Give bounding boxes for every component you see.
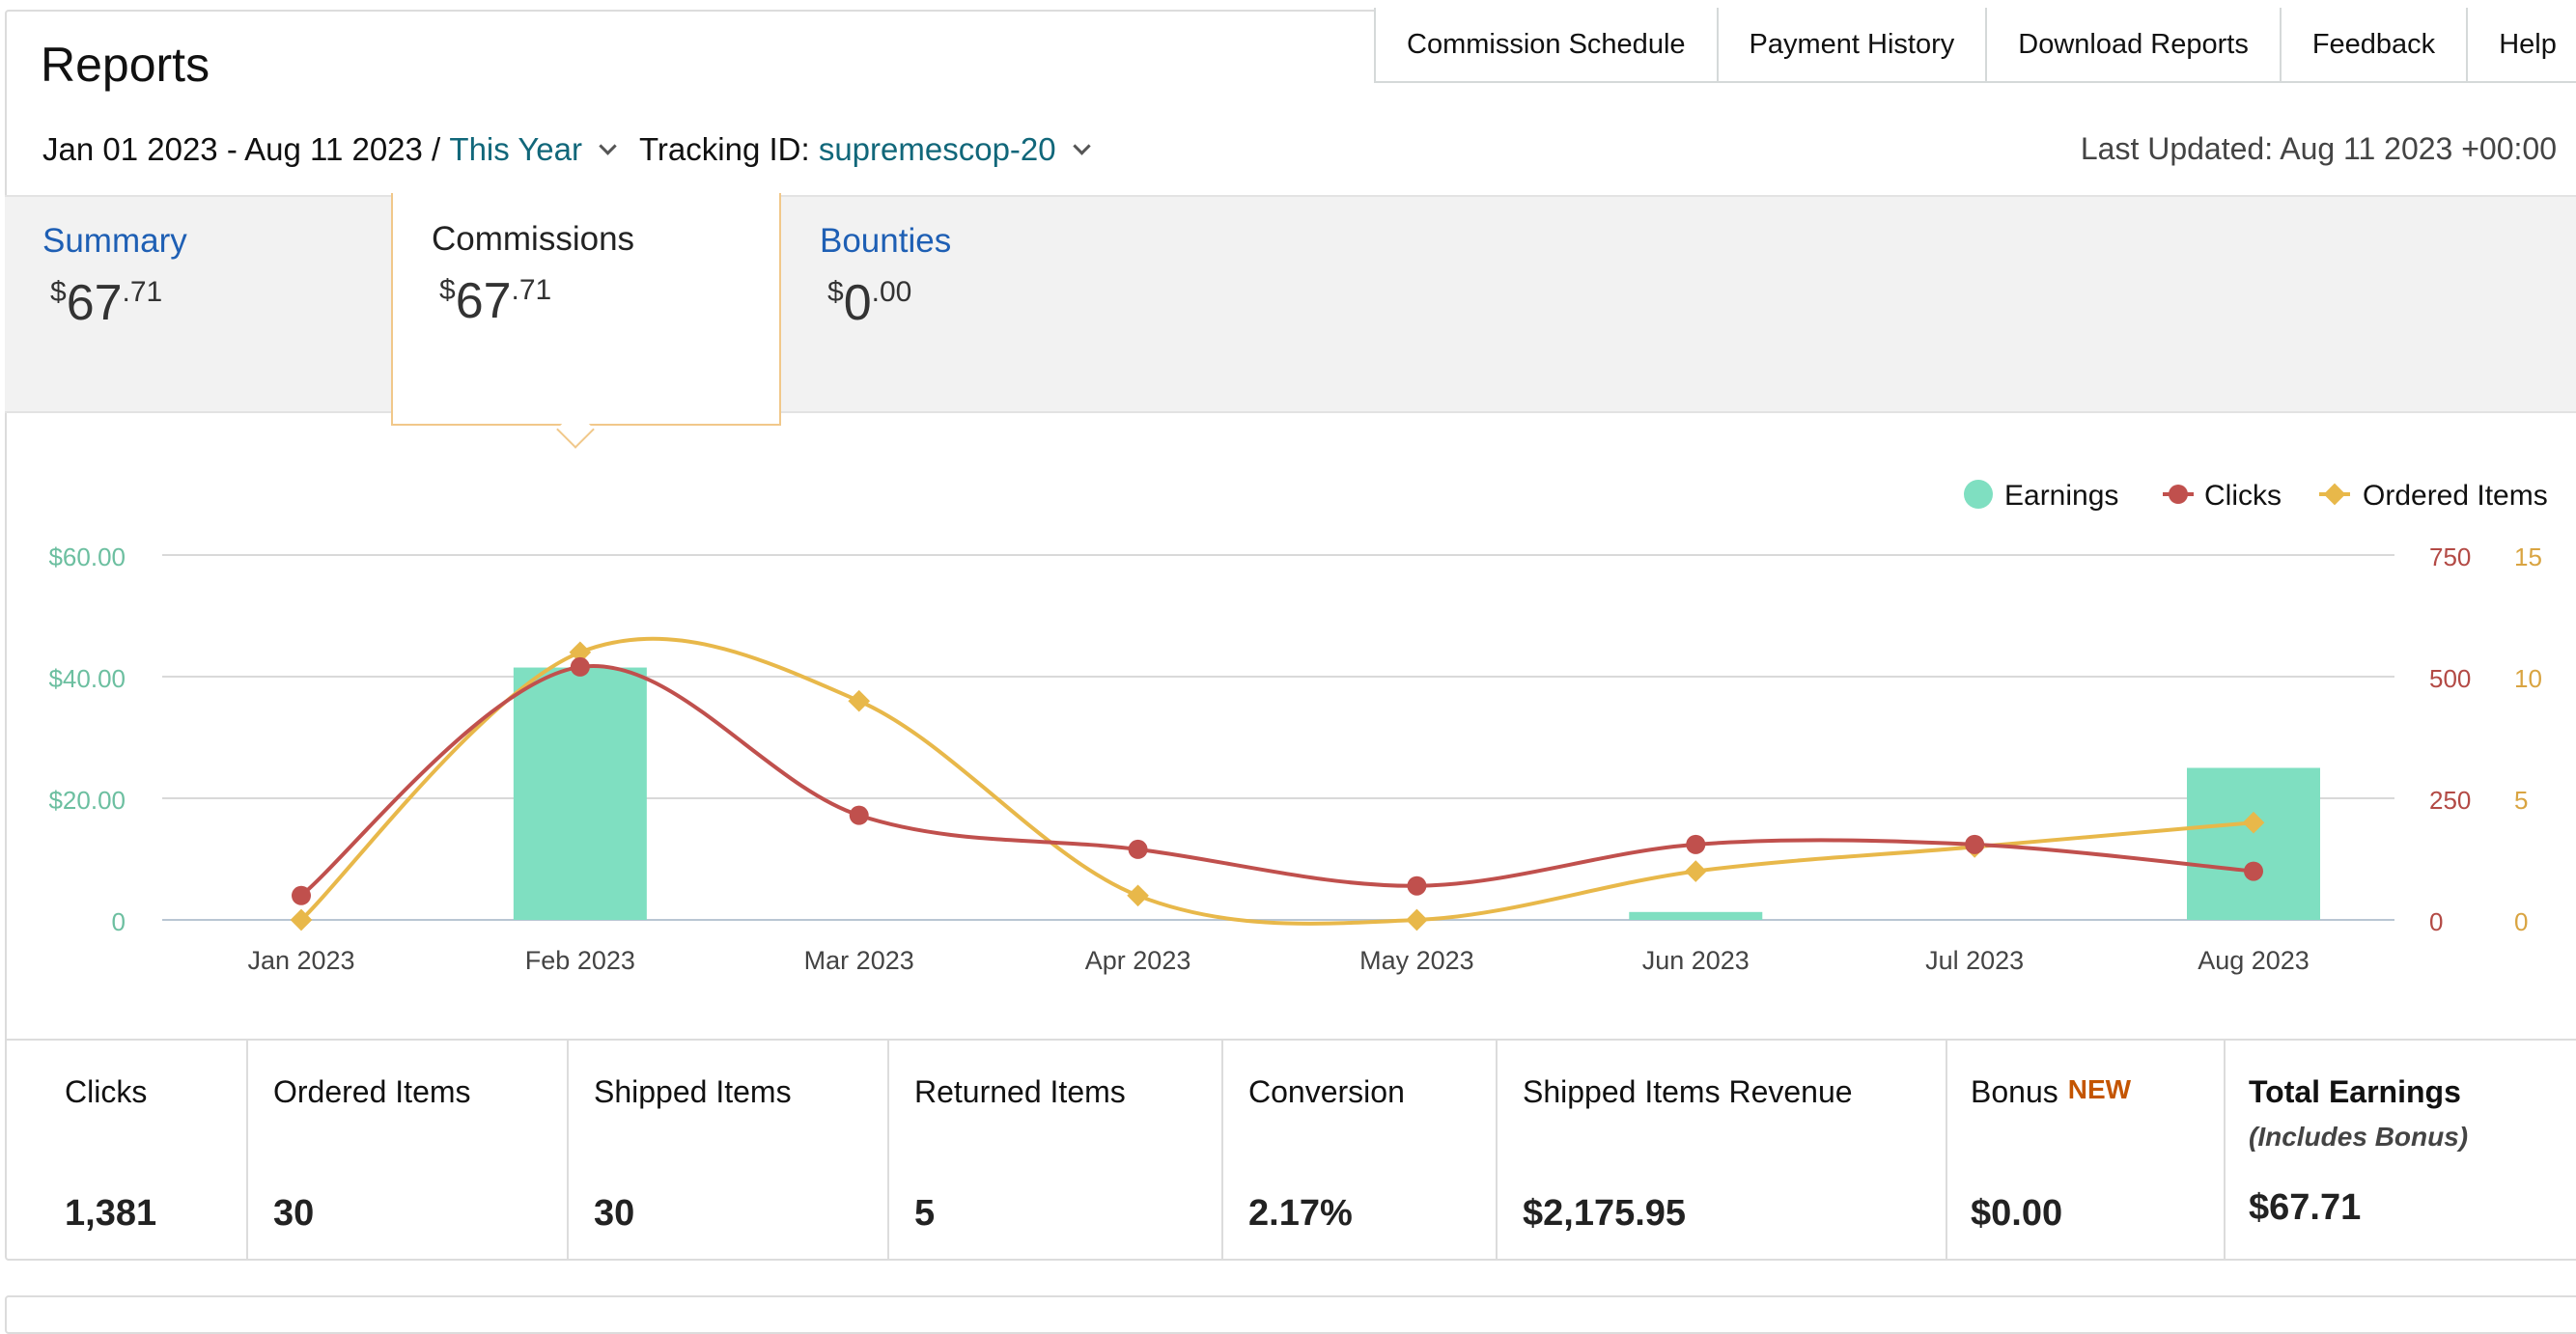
x-tick-label: Jan 2023 <box>247 946 354 975</box>
stat-label: Clicks <box>65 1074 148 1109</box>
stat-value: 30 <box>594 1193 635 1234</box>
y-right-ordered-tick-label: 10 <box>2514 664 2542 693</box>
tab-commissions-inner: Commissions $67.71 <box>432 220 634 330</box>
filters-row: Jan 01 2023 - Aug 11 2023 / This Year Tr… <box>42 131 1113 168</box>
clicks-point <box>1686 834 1706 854</box>
stat-value: $2,175.95 <box>1523 1193 1687 1234</box>
last-updated: Last Updated: Aug 11 2023 +00:00 <box>2080 131 2557 166</box>
clicks-line <box>299 663 2254 898</box>
earnings-bar <box>513 667 647 920</box>
stat-shipped-revenue: Shipped Items Revenue $2,175.95 <box>1498 1041 1947 1261</box>
legend-clicks-swatch <box>2169 485 2188 504</box>
help-button[interactable]: Help <box>2499 28 2557 60</box>
stat-value: $0.00 <box>1971 1193 2063 1234</box>
period-dropdown[interactable]: This Year <box>449 131 582 167</box>
stat-value: 5 <box>914 1193 936 1234</box>
stat-value: $67.71 <box>2249 1187 2362 1228</box>
legend-ordered-swatch <box>2323 483 2346 506</box>
stat-shipped-items: Shipped Items 30 <box>569 1041 889 1261</box>
stat-conversion: Conversion 2.17% <box>1223 1041 1498 1261</box>
clicks-point <box>2244 861 2263 881</box>
earnings-bar <box>2187 767 2320 920</box>
tracking-label: Tracking ID: <box>639 131 810 167</box>
y-left-tick-label: $40.00 <box>48 664 126 693</box>
stat-label: Ordered Items <box>273 1074 471 1109</box>
next-panel-edge <box>5 1295 2576 1334</box>
earnings-bar <box>1629 911 1763 920</box>
ordered-items-point <box>1684 860 1707 882</box>
stat-label: Total Earnings (Includes Bonus) <box>2249 1074 2469 1152</box>
clicks-point <box>570 656 590 677</box>
tab-bounties-label: Bounties <box>820 222 952 260</box>
tab-commissions[interactable]: Commissions $67.71 <box>391 193 781 426</box>
stat-sublabel: (Includes Bonus) <box>2249 1122 2469 1152</box>
clicks-point <box>292 885 311 905</box>
clicks-point <box>1965 834 1985 854</box>
stat-label: Conversion <box>1248 1074 1405 1109</box>
x-tick-label: Apr 2023 <box>1085 946 1191 975</box>
x-tick-label: Jun 2023 <box>1642 946 1750 975</box>
x-tick-label: Aug 2023 <box>2198 946 2310 975</box>
commissions-amount: $67.71 <box>439 273 552 329</box>
stat-returned-items: Returned Items 5 <box>889 1041 1223 1261</box>
legend-earnings-swatch <box>1964 480 1993 509</box>
y-left-tick-label: $60.00 <box>48 542 126 571</box>
stat-bonus: Bonus NEW $0.00 <box>1947 1041 2226 1261</box>
x-tick-label: Mar 2023 <box>804 946 914 975</box>
x-tick-label: May 2023 <box>1359 946 1474 975</box>
tracking-id-dropdown[interactable]: supremescop-20 <box>818 131 1056 167</box>
stat-ordered-items: Ordered Items 30 <box>248 1041 569 1261</box>
y-left-tick-label: 0 <box>112 907 126 936</box>
new-badge: NEW <box>2067 1074 2132 1104</box>
download-reports-button[interactable]: Download Reports <box>1987 8 2282 81</box>
payment-history-button[interactable]: Payment History <box>1719 8 1988 81</box>
ordered-items-point <box>1127 884 1149 907</box>
x-tick-label: Jul 2023 <box>1925 946 2024 975</box>
y-right-clicks-tick-label: 500 <box>2429 664 2471 693</box>
tab-bounties[interactable]: Bounties $0.00 <box>820 222 951 332</box>
earnings-chart: 0 0 0 $20.00 250 5 $40.00 500 10 $60.00 750 15 Jan 2… <box>48 480 2548 975</box>
y-right-clicks-tick-label: 750 <box>2429 542 2471 571</box>
chevron-down-icon[interactable] <box>599 136 617 155</box>
stat-label: Bonus NEW <box>1971 1074 2132 1109</box>
stat-value: 2.17% <box>1248 1193 1353 1234</box>
stat-total-earnings: Total Earnings (Includes Bonus) $67.71 <box>2226 1041 2576 1261</box>
legend-clicks-label: Clicks <box>2204 480 2282 512</box>
feedback-button[interactable]: Feedback <box>2282 8 2469 81</box>
tab-summary[interactable]: Summary $67.71 <box>42 222 187 332</box>
stat-value: 30 <box>273 1193 315 1234</box>
stats-row: Clicks 1,381 Ordered Items 30 Shipped It… <box>5 1039 2576 1261</box>
stat-label: Returned Items <box>914 1074 1126 1109</box>
x-tick-label: Feb 2023 <box>525 946 635 975</box>
y-right-ordered-tick-label: 5 <box>2514 786 2528 815</box>
clicks-point <box>849 805 869 825</box>
stat-label: Shipped Items Revenue <box>1523 1074 1853 1109</box>
ordered-items-point <box>290 908 313 931</box>
clicks-point <box>1128 839 1148 859</box>
ordered-items-point <box>1406 908 1428 931</box>
legend-earnings-label: Earnings <box>2004 480 2118 512</box>
y-right-clicks-tick-label: 250 <box>2429 786 2471 815</box>
chevron-down-icon[interactable] <box>1072 136 1091 155</box>
clicks-point <box>1407 875 1427 896</box>
ordered-items-point <box>848 689 871 712</box>
page-title: Reports <box>41 38 210 92</box>
ordered-items-point <box>2242 811 2265 834</box>
date-range: Jan 01 2023 - Aug 11 2023 / <box>42 131 441 167</box>
commission-schedule-button[interactable]: Commission Schedule <box>1376 8 1719 81</box>
tab-commissions-label: Commissions <box>432 220 635 258</box>
y-left-tick-label: $20.00 <box>48 786 126 815</box>
stat-value: 1,381 <box>65 1193 157 1234</box>
y-right-ordered-tick-label: 15 <box>2514 542 2542 571</box>
bounties-amount: $0.00 <box>827 275 912 331</box>
top-nav: Commission Schedule Payment History Down… <box>1374 8 2576 83</box>
tab-summary-label: Summary <box>42 222 187 260</box>
y-right-clicks-tick-label: 0 <box>2429 907 2443 936</box>
legend-ordered-label: Ordered Items <box>2363 480 2548 512</box>
stat-clicks: Clicks 1,381 <box>5 1041 248 1261</box>
y-right-ordered-tick-label: 0 <box>2514 907 2528 936</box>
summary-amount: $67.71 <box>50 275 163 331</box>
stat-label: Shipped Items <box>594 1074 792 1109</box>
